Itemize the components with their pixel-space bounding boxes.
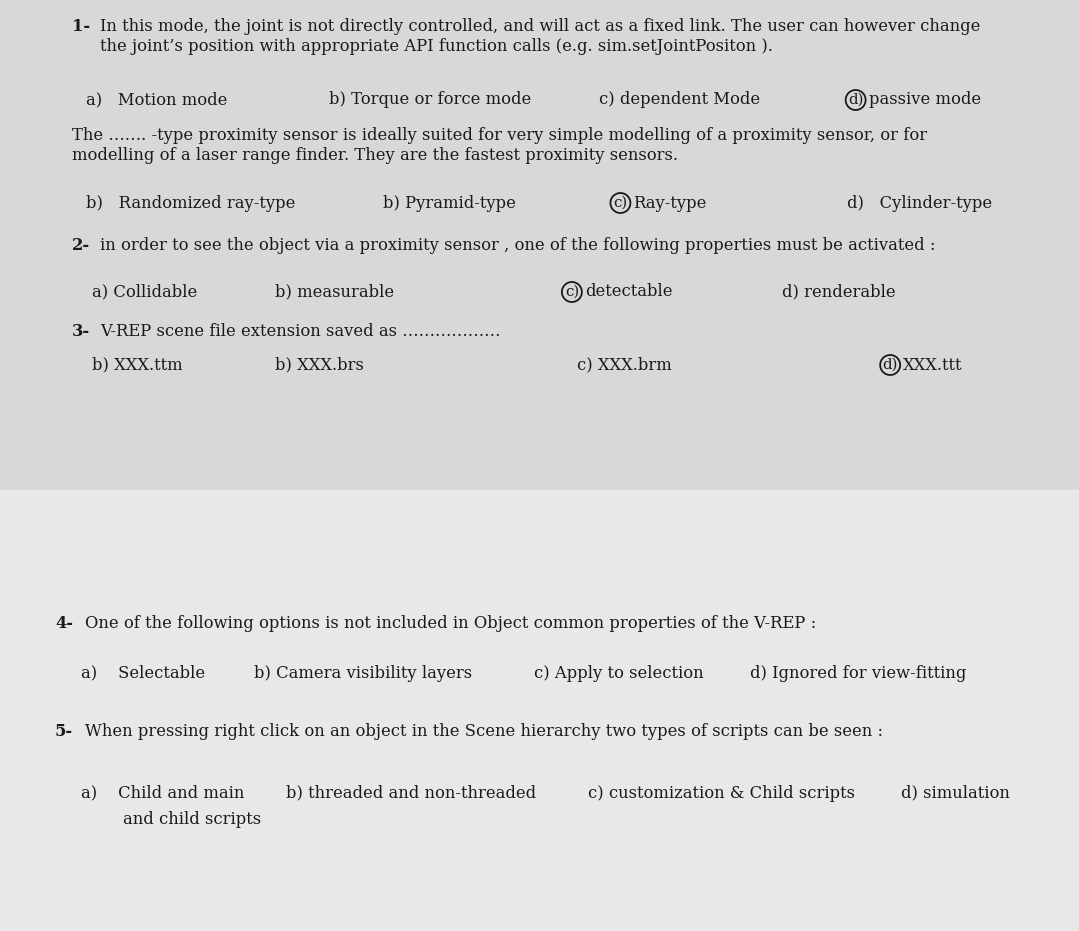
Bar — [0, 490, 1079, 931]
Text: d)   Cylinder-type: d) Cylinder-type — [847, 195, 992, 211]
Text: The ……. -type proximity sensor is ideally suited for very simple modelling of a : The ……. -type proximity sensor is ideall… — [72, 127, 927, 164]
Text: V-REP scene file extension saved as ………………: V-REP scene file extension saved as …………… — [100, 323, 501, 340]
Text: passive mode: passive mode — [869, 91, 981, 109]
Text: One of the following options is not included in Object common properties of the : One of the following options is not incl… — [85, 615, 816, 632]
Text: 5-: 5- — [55, 723, 73, 740]
Text: c) Apply to selection: c) Apply to selection — [534, 665, 704, 681]
Text: b) XXX.ttm: b) XXX.ttm — [92, 357, 182, 373]
Text: 4-: 4- — [55, 615, 73, 632]
Text: a)   Motion mode: a) Motion mode — [86, 91, 228, 109]
Text: c): c) — [613, 196, 628, 210]
Text: b) measurable: b) measurable — [275, 284, 394, 301]
Text: d) simulation: d) simulation — [901, 785, 1010, 802]
Text: a) Collidable: a) Collidable — [92, 284, 197, 301]
Text: When pressing right click on an object in the Scene hierarchy two types of scrip: When pressing right click on an object i… — [85, 723, 883, 740]
Text: b) threaded and non-threaded: b) threaded and non-threaded — [286, 785, 536, 802]
Text: c) customization & Child scripts: c) customization & Child scripts — [588, 785, 855, 802]
Text: 1-: 1- — [72, 18, 91, 35]
Text: b) Pyramid-type: b) Pyramid-type — [383, 195, 516, 211]
Text: 2-: 2- — [72, 237, 91, 254]
Text: c): c) — [564, 285, 579, 299]
Text: 3-: 3- — [72, 323, 91, 340]
Text: c) dependent Mode: c) dependent Mode — [599, 91, 760, 109]
Text: d): d) — [883, 358, 898, 372]
Text: a)    Child and main: a) Child and main — [81, 785, 244, 802]
Text: b) XXX.brs: b) XXX.brs — [275, 357, 364, 373]
Bar — [0, 0, 1079, 490]
Text: d): d) — [848, 93, 863, 107]
Text: a)    Selectable: a) Selectable — [81, 665, 205, 681]
Text: c) XXX.brm: c) XXX.brm — [577, 357, 672, 373]
Text: d) renderable: d) renderable — [782, 284, 896, 301]
Text: Ray-type: Ray-type — [633, 195, 707, 211]
Text: d) Ignored for view-fitting: d) Ignored for view-fitting — [750, 665, 967, 681]
Text: b) Camera visibility layers: b) Camera visibility layers — [254, 665, 472, 681]
Text: in order to see the object via a proximity sensor , one of the following propert: in order to see the object via a proximi… — [100, 237, 935, 254]
Text: b)   Randomized ray-type: b) Randomized ray-type — [86, 195, 296, 211]
Text: In this mode, the joint is not directly controlled, and will act as a fixed link: In this mode, the joint is not directly … — [100, 18, 981, 55]
Text: XXX.ttt: XXX.ttt — [903, 357, 962, 373]
Text: detectable: detectable — [585, 284, 672, 301]
Text: and child scripts: and child scripts — [81, 812, 261, 829]
Text: b) Torque or force mode: b) Torque or force mode — [329, 91, 531, 109]
